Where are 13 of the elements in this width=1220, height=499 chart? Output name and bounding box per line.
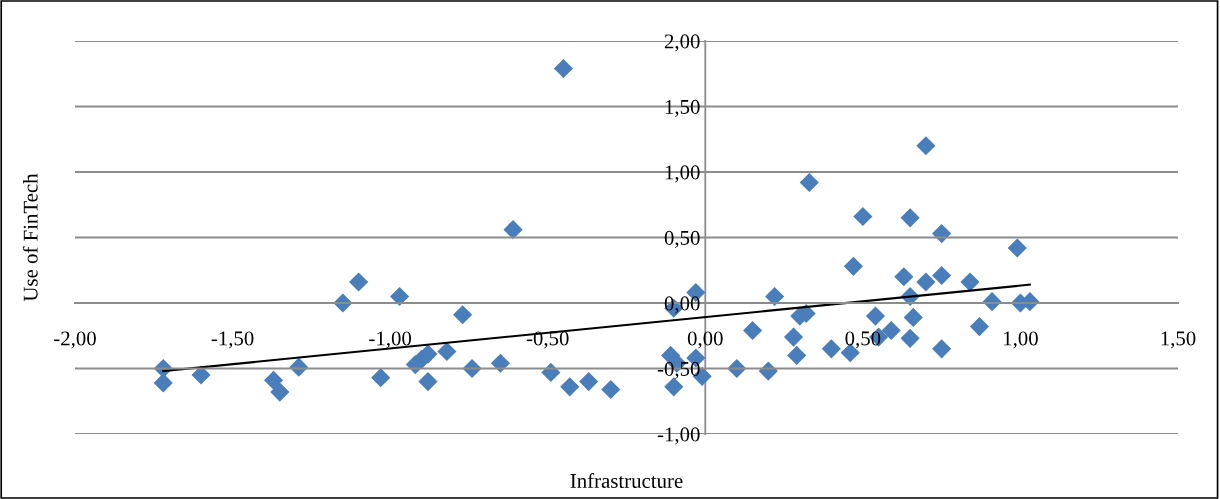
x-tick-label: -2,00: [54, 331, 96, 349]
y-tick-label: -1,00: [657, 427, 700, 445]
y-tick-label: 0,50: [664, 230, 700, 248]
y-tick-label: 2,00: [664, 34, 700, 52]
x-axis-title: Infrastructure: [570, 473, 683, 488]
y-axis-title: Use of FinTech: [22, 173, 38, 302]
x-tick-label: -1,50: [211, 331, 254, 349]
x-tick-label: 1,50: [1161, 331, 1196, 349]
x-tick-label: 0,00: [687, 331, 723, 349]
y-tick-label: 1,50: [665, 99, 700, 117]
x-tick-label: 1,00: [1004, 331, 1038, 349]
y-tick-label: 1,00: [665, 165, 700, 183]
x-tick-label: -1,00: [369, 331, 412, 349]
